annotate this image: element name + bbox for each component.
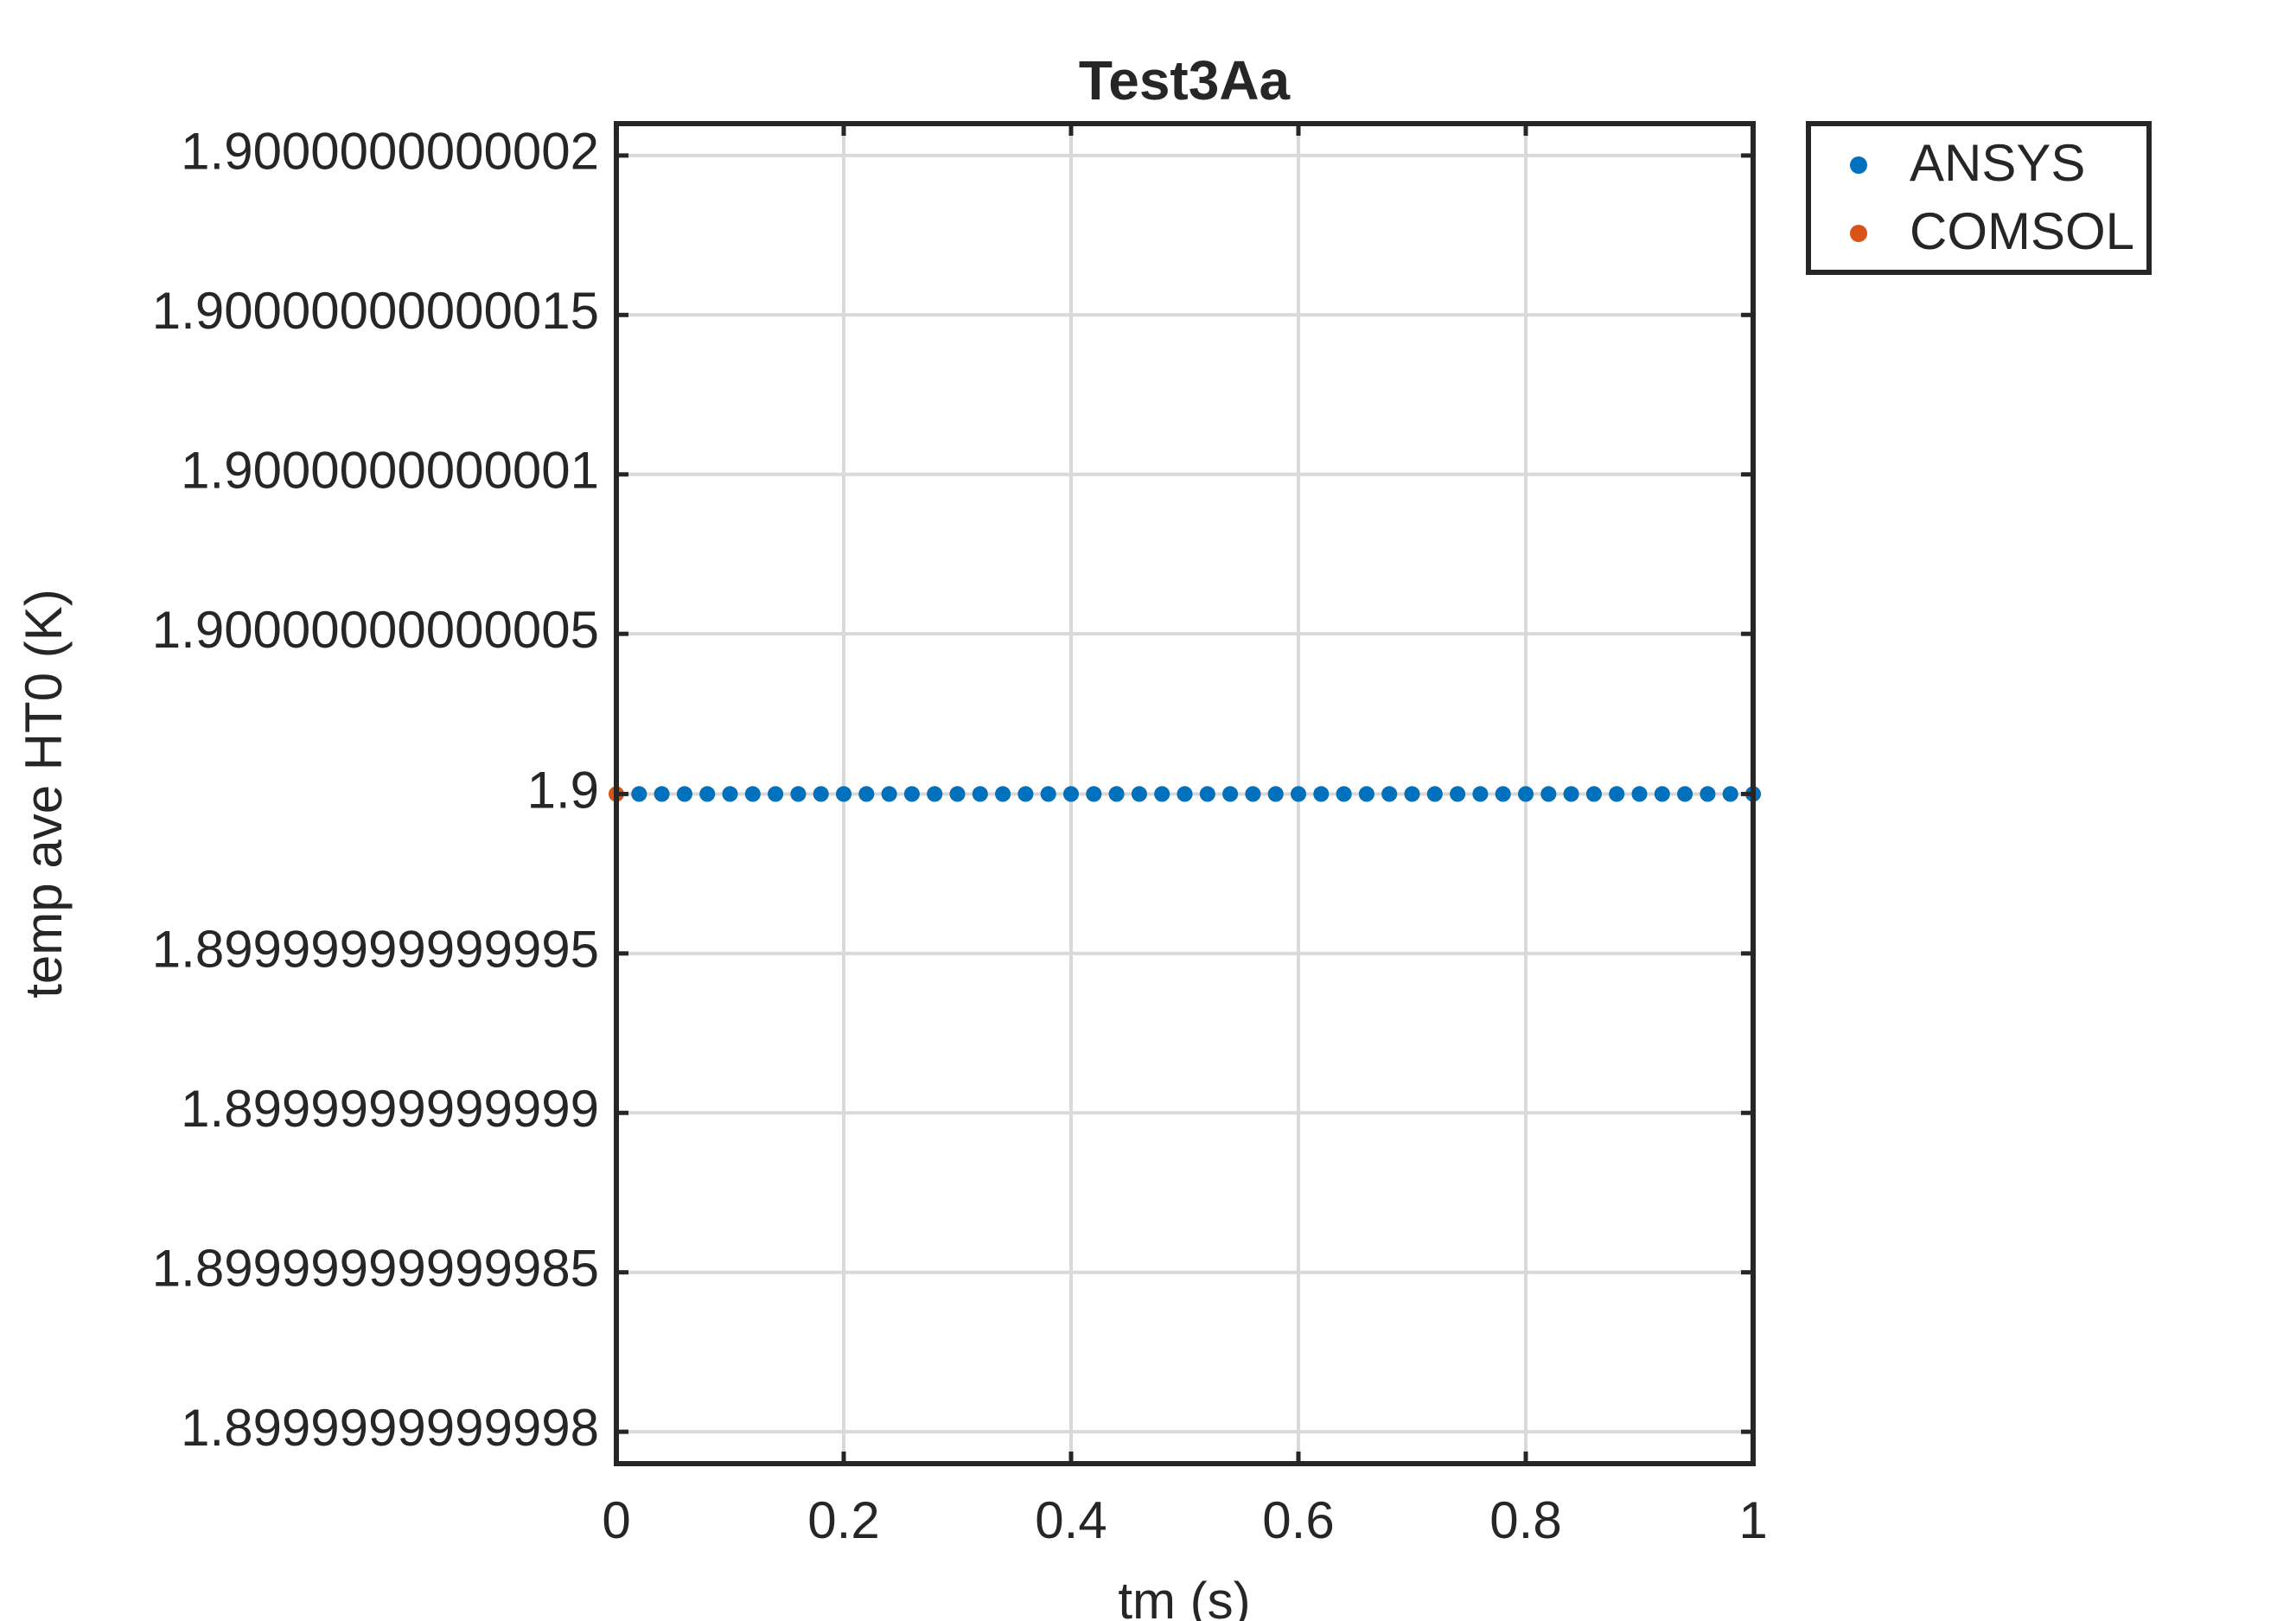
x-tick-label: 1 [1738,1491,1767,1549]
data-point [744,786,761,802]
data-point [1585,786,1602,802]
data-point [972,786,988,802]
data-point [1677,786,1693,802]
data-point [1609,786,1625,802]
data-point [1336,786,1352,802]
data-point [790,786,807,802]
data-point [858,786,875,802]
data-point [768,786,784,802]
y-tick-label: 1.89999999999995 [152,921,599,979]
data-point [1313,786,1330,802]
data-point [1404,786,1420,802]
data-point [654,786,670,802]
y-tick-label: 1.9000000000001 [181,442,599,500]
data-point [1222,786,1239,802]
data-point [881,786,897,802]
data-point [1291,786,1306,802]
y-tick-label: 1.89999999999985 [152,1240,599,1298]
data-point [1245,786,1261,802]
data-point [949,786,966,802]
data-point [1154,786,1170,802]
data-point [1086,786,1102,802]
data-point [1108,786,1125,802]
y-tick-label: 1.8999999999998 [181,1399,599,1457]
x-tick-label: 0.4 [1035,1491,1107,1549]
data-point [1654,786,1670,802]
data-point [1700,786,1716,802]
data-point [1177,786,1193,802]
y-tick-label: 1.90000000000015 [152,282,599,340]
x-tick-label: 0 [602,1491,630,1549]
data-point [927,786,943,802]
data-point [1426,786,1443,802]
data-point [1017,786,1034,802]
data-point [995,786,1011,802]
data-point [813,786,829,802]
legend-marker [1850,225,1867,242]
data-point [1131,786,1147,802]
data-point [1631,786,1648,802]
y-tick-label: 1.9000000000002 [181,123,599,181]
data-point [1540,786,1557,802]
legend: ANSYS COMSOL [1850,134,2134,260]
x-tick-label: 0.2 [807,1491,879,1549]
legend-box [1806,121,2152,275]
legend-label: ANSYS [1910,134,2085,192]
legend-label: COMSOL [1910,202,2134,260]
y-axis-label: temp ave HT0 (K) [15,589,73,998]
y-tick-label: 1.90000000000005 [152,601,599,659]
data-point [1267,786,1284,802]
ticks: 0 0.2 0.4 0.6 0.8 1 1.8999999999998 1.899999999… [152,123,1768,1549]
data-point [1199,786,1215,802]
data-point [1722,786,1738,802]
data-point [1518,786,1534,802]
data-point [1040,786,1056,802]
data-point [1063,786,1079,802]
data-point [1381,786,1398,802]
legend-marker [1850,156,1867,174]
y-tick-label: 1.8999999999999 [181,1080,599,1138]
data-point [631,786,647,802]
data-point [722,786,738,802]
data-point [1495,786,1511,802]
chart-title: Test3Aa [1079,49,1291,112]
data-point [1358,786,1374,802]
data-point [1450,786,1466,802]
data-point [1563,786,1579,802]
data-point [1472,786,1489,802]
data-point [903,786,920,802]
x-axis-label: tm (s) [1118,1572,1250,1621]
data-point [836,786,851,802]
x-tick-label: 0.8 [1489,1491,1561,1549]
y-tick-label: 1.9 [527,761,599,819]
data-point [699,786,716,802]
x-tick-label: 0.6 [1262,1491,1334,1549]
data-point [676,786,692,802]
plot-marks [609,786,1761,802]
